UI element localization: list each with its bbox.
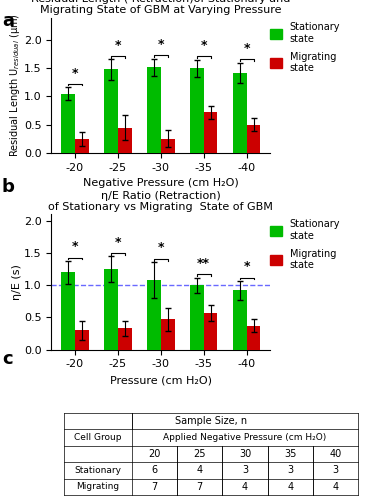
Bar [61, 94, 75, 153]
Bar [118, 328, 131, 349]
Bar [104, 70, 118, 153]
Text: Migrating: Migrating [76, 482, 119, 492]
Bar [190, 68, 204, 153]
Y-axis label: η/E (s): η/E (s) [12, 264, 22, 300]
Text: 3: 3 [287, 466, 293, 475]
Bar [247, 124, 261, 153]
Text: Applied Negative Pressure (cm H₂O): Applied Negative Pressure (cm H₂O) [164, 433, 327, 442]
Text: 7: 7 [197, 482, 203, 492]
Title: η/E Ratio (Retraction)
of Stationary vs Migrating  State of GBM: η/E Ratio (Retraction) of Stationary vs … [48, 190, 273, 212]
X-axis label: Pressure (cm H₂O): Pressure (cm H₂O) [110, 375, 212, 385]
Bar [104, 269, 118, 349]
Bar [147, 67, 161, 153]
X-axis label: Negative Pressure (cm H₂O): Negative Pressure (cm H₂O) [83, 178, 239, 188]
Bar [233, 73, 247, 153]
Text: a: a [2, 12, 14, 30]
Text: 4: 4 [197, 466, 203, 475]
Legend: Stationary
state, Migrating
state: Stationary state, Migrating state [270, 219, 340, 270]
Text: *: * [72, 66, 78, 80]
Bar [204, 112, 218, 153]
Bar [233, 290, 247, 350]
Bar [161, 320, 174, 350]
Text: 25: 25 [193, 449, 206, 459]
Text: 30: 30 [239, 449, 251, 459]
Text: *: * [115, 39, 121, 52]
Text: 20: 20 [148, 449, 161, 459]
Bar [247, 326, 261, 349]
Text: 40: 40 [330, 449, 342, 459]
Text: 4: 4 [287, 482, 293, 492]
Bar [161, 139, 174, 153]
Bar [118, 128, 131, 153]
Text: 4: 4 [242, 482, 248, 492]
Text: *: * [158, 38, 164, 52]
Bar [75, 139, 89, 153]
Text: **: ** [197, 257, 210, 270]
Bar [190, 286, 204, 350]
Text: c: c [2, 350, 12, 368]
Bar [75, 330, 89, 349]
Text: 3: 3 [333, 466, 339, 475]
Text: *: * [243, 42, 250, 56]
Text: 6: 6 [151, 466, 157, 475]
Legend: Stationary
state, Migrating
state: Stationary state, Migrating state [270, 22, 340, 74]
Y-axis label: Residual Length U$_{residual}$ (μm): Residual Length U$_{residual}$ (μm) [8, 14, 22, 157]
Text: Cell Group: Cell Group [74, 433, 122, 442]
Text: *: * [158, 242, 164, 254]
Text: 4: 4 [333, 482, 339, 492]
Text: *: * [243, 260, 250, 273]
Text: *: * [115, 236, 121, 248]
Text: *: * [200, 40, 207, 52]
Text: 35: 35 [284, 449, 296, 459]
Text: Sample Size, n: Sample Size, n [175, 416, 247, 426]
Text: 7: 7 [151, 482, 158, 492]
Bar [204, 313, 218, 350]
Bar [147, 280, 161, 349]
Text: Stationary: Stationary [74, 466, 121, 475]
Text: 3: 3 [242, 466, 248, 475]
Text: b: b [2, 178, 15, 196]
Text: *: * [72, 240, 78, 253]
Title: Residual Length ( Retraction)of Stationary and
Migrating State of GBM at Varying: Residual Length ( Retraction)of Stationa… [31, 0, 291, 16]
Bar [61, 272, 75, 349]
